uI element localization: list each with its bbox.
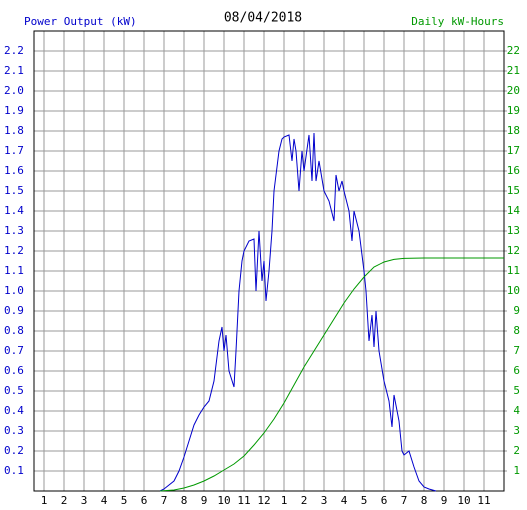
- y2-tick-label: 11: [507, 264, 520, 277]
- x-tick-label: 7: [161, 494, 168, 507]
- plot-area: [34, 31, 504, 491]
- y-tick-label: 0.6: [4, 364, 24, 377]
- x-tick-label: 7: [401, 494, 408, 507]
- y2-tick-label: 6: [513, 364, 520, 377]
- x-tick-label: 10: [217, 494, 230, 507]
- y2-tick-label: 16: [507, 164, 520, 177]
- x-tick-label: 4: [341, 494, 348, 507]
- y2-tick-label: 15: [507, 184, 520, 197]
- y-axis-label: Power Output (kW): [24, 15, 137, 28]
- data-line: [159, 132, 437, 492]
- y2-tick-label: 19: [507, 104, 520, 117]
- y-tick-label: 1.3: [4, 224, 24, 237]
- y-tick-label: 0.9: [4, 304, 24, 317]
- y-tick-label: 1.2: [4, 244, 24, 257]
- x-tick-label: 9: [441, 494, 448, 507]
- x-tick-label: 10: [457, 494, 470, 507]
- y2-tick-label: 9: [513, 304, 520, 317]
- y2-axis-label: Daily kW-Hours: [411, 15, 504, 28]
- y-tick-label: 0.2: [4, 444, 24, 457]
- x-tick-label: 8: [421, 494, 428, 507]
- y-tick-label: 0.4: [4, 404, 24, 417]
- y-tick-label: 0.3: [4, 424, 24, 437]
- x-tick-label: 3: [321, 494, 328, 507]
- y2-tick-label: 12: [507, 244, 520, 257]
- y2-tick-label: 8: [513, 324, 520, 337]
- y-tick-label: 0.7: [4, 344, 24, 357]
- x-tick-label: 2: [301, 494, 308, 507]
- y2-tick-label: 7: [513, 344, 520, 357]
- y2-tick-label: 3: [513, 424, 520, 437]
- x-tick-label: 4: [101, 494, 108, 507]
- y2-tick-label: 2: [513, 444, 520, 457]
- y-tick-label: 1.8: [4, 124, 24, 137]
- x-tick-label: 5: [361, 494, 368, 507]
- y-tick-label: 1.5: [4, 184, 24, 197]
- x-tick-label: 6: [141, 494, 148, 507]
- x-tick-label: 9: [201, 494, 208, 507]
- y-tick-label: 1.4: [4, 204, 24, 217]
- y2-tick-label: 4: [513, 404, 520, 417]
- y2-tick-label: 18: [507, 124, 520, 137]
- chart-title: 08/04/2018: [224, 11, 302, 26]
- y-tick-label: 2.0: [4, 84, 24, 97]
- y2-tick-label: 1: [513, 464, 520, 477]
- y2-tick-label: 20: [507, 84, 520, 97]
- y-tick-label: 1.0: [4, 284, 24, 297]
- y2-tick-label: 5: [513, 384, 520, 397]
- x-tick-label: 11: [237, 494, 250, 507]
- x-tick-label: 1: [281, 494, 288, 507]
- x-tick-label: 3: [81, 494, 88, 507]
- x-tick-label: 8: [181, 494, 188, 507]
- y2-tick-label: 13: [507, 224, 520, 237]
- y2-tick-label: 14: [507, 204, 521, 217]
- y2-tick-label: 17: [507, 144, 520, 157]
- y2-tick-label: 10: [507, 284, 520, 297]
- y-tick-label: 0.5: [4, 384, 24, 397]
- y-tick-label: 1.9: [4, 104, 24, 117]
- y-tick-label: 0.8: [4, 324, 24, 337]
- x-tick-label: 11: [477, 494, 490, 507]
- plot-border: [33, 30, 505, 492]
- y-tick-label: 1.6: [4, 164, 24, 177]
- y2-tick-label: 22: [507, 44, 520, 57]
- y-tick-label: 0.1: [4, 464, 24, 477]
- x-tick-label: 6: [381, 494, 388, 507]
- data-line: [159, 257, 504, 492]
- x-tick-label: 12: [257, 494, 270, 507]
- x-tick-label: 5: [121, 494, 128, 507]
- x-tick-label: 2: [61, 494, 68, 507]
- x-tick-label: 1: [41, 494, 48, 507]
- y-tick-label: 2.1: [4, 64, 24, 77]
- y-tick-label: 1.7: [4, 144, 24, 157]
- y2-tick-label: 21: [507, 64, 520, 77]
- y-tick-label: 2.2: [4, 44, 24, 57]
- y-tick-label: 1.1: [4, 264, 24, 277]
